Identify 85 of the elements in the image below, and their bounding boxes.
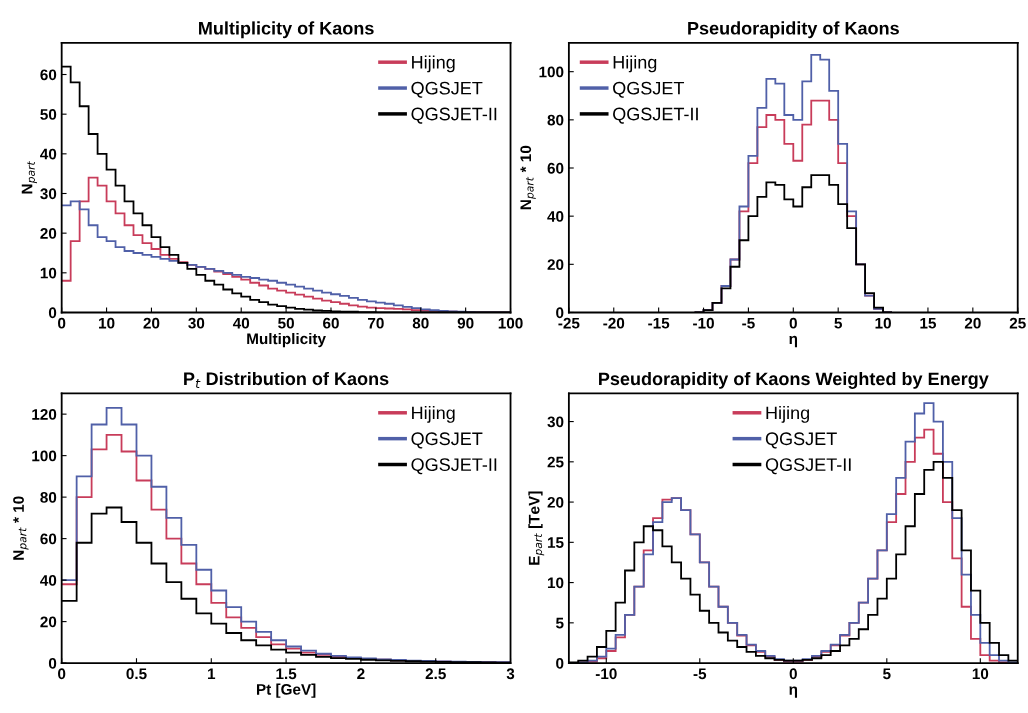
x-tick-label: 10: [972, 668, 989, 680]
x-tick-label: -15: [648, 317, 670, 329]
y-tick-label: 80: [547, 114, 564, 126]
x-tick-label: 20: [143, 317, 160, 329]
x-tick-label: 1: [208, 668, 216, 680]
chart-title: Pseudorapidity of Kaons: [688, 21, 899, 39]
y-tick-label: 20: [40, 616, 57, 628]
x-tick-label: 0.5: [126, 668, 147, 680]
chart-title: P$_{t}$ Distribution of Kaons: [184, 371, 389, 388]
legend-label: QGSJET: [411, 81, 483, 98]
y-tick-label: 60: [40, 533, 57, 545]
y-tick-label: 40: [547, 211, 564, 222]
x-tick-label: 5: [883, 668, 891, 680]
y-tick-label: 60: [40, 69, 57, 81]
y-tick-label: 30: [547, 416, 564, 428]
legend-label: Hijing: [613, 55, 657, 73]
legend-label: QGSJET-II: [765, 458, 851, 475]
y-tick-label: 20: [40, 228, 57, 239]
x-tick-label: 80: [412, 317, 429, 329]
legend-label: Hijing: [412, 55, 455, 73]
y-tick-label: 5: [555, 617, 564, 629]
legend-label: Hijing: [766, 406, 809, 423]
y-tick-label: 0: [48, 657, 57, 669]
x-tick-label: -25: [558, 317, 580, 329]
x-tick-label: 100: [498, 317, 523, 329]
x-tick-label: 0: [789, 317, 797, 329]
y-tick-label: 0: [48, 307, 57, 319]
y-axis-title: N$_{part}$ * 10: [13, 496, 29, 560]
x-tick-label: -10: [693, 317, 714, 329]
y-tick-label: 50: [40, 109, 57, 120]
x-tick-label: 20: [964, 317, 981, 329]
x-tick-label: 70: [368, 317, 384, 329]
y-axis-title: N$_{part}$ * 10: [520, 145, 536, 210]
y-tick-label: 10: [40, 267, 57, 279]
y-axis-title: N$_{part}$: [21, 161, 38, 194]
y-tick-label: 120: [32, 409, 57, 420]
y-tick-label: 40: [40, 574, 57, 586]
x-tick-label: -20: [603, 317, 625, 329]
x-tick-label: 10: [99, 317, 115, 329]
x-tick-label: 40: [232, 317, 250, 329]
y-tick-label: 0: [556, 307, 564, 319]
x-axis-title: η: [789, 335, 798, 348]
x-axis-title: η: [789, 686, 798, 698]
legend-label: QGSJET: [411, 432, 483, 449]
chart-title: Multiplicity of Kaons: [199, 21, 374, 39]
y-tick-label: 80: [40, 491, 57, 503]
y-tick-label: 10: [547, 577, 564, 589]
x-tick-label: 30: [188, 317, 205, 329]
x-tick-label: 0: [789, 668, 797, 680]
chart-title: Pseudorapidity of Kaons Weighted by Energy: [599, 371, 989, 389]
x-tick-label: 0: [58, 317, 66, 329]
x-tick-label: 2.5: [425, 668, 446, 680]
legend-label: QGSJET-II: [613, 107, 698, 124]
x-tick-label: -5: [693, 668, 707, 680]
legend-label: QGSJET: [613, 81, 685, 98]
y-tick-label: 40: [40, 148, 57, 160]
y-tick-label: 20: [547, 259, 564, 271]
x-tick-label: 3: [506, 668, 515, 680]
x-tick-label: 15: [920, 317, 937, 329]
legend-label: QGSJET-II: [411, 107, 497, 124]
x-tick-label: 90: [457, 317, 474, 329]
legend-label: QGSJET: [765, 432, 837, 449]
y-tick-label: 25: [547, 456, 564, 468]
x-tick-label: 2: [357, 668, 365, 680]
x-tick-label: 25: [1009, 317, 1026, 329]
x-tick-label: -5: [742, 317, 755, 329]
y-tick-label: 20: [547, 496, 564, 508]
y-tick-label: 0: [556, 657, 564, 669]
x-axis-title: Multiplicity: [247, 332, 326, 348]
x-tick-label: 60: [323, 317, 339, 329]
legend-label: Hijing: [412, 406, 455, 423]
y-tick-label: 15: [547, 537, 564, 549]
x-tick-label: -10: [595, 668, 617, 680]
x-tick-label: 1.5: [276, 668, 297, 680]
y-tick-label: 100: [539, 66, 564, 78]
y-axis-title: E$_{part}$ [TeV]: [528, 491, 545, 565]
x-tick-label: 0: [58, 668, 66, 680]
x-tick-label: 50: [278, 317, 294, 329]
x-tick-label: 10: [875, 317, 891, 329]
y-tick-label: 30: [40, 188, 57, 200]
y-tick-label: 100: [32, 450, 57, 462]
legend-label: QGSJET-II: [411, 458, 497, 475]
x-tick-label: 5: [834, 317, 843, 329]
x-axis-title: Pt [GeV]: [256, 683, 316, 698]
y-tick-label: 60: [547, 162, 564, 174]
